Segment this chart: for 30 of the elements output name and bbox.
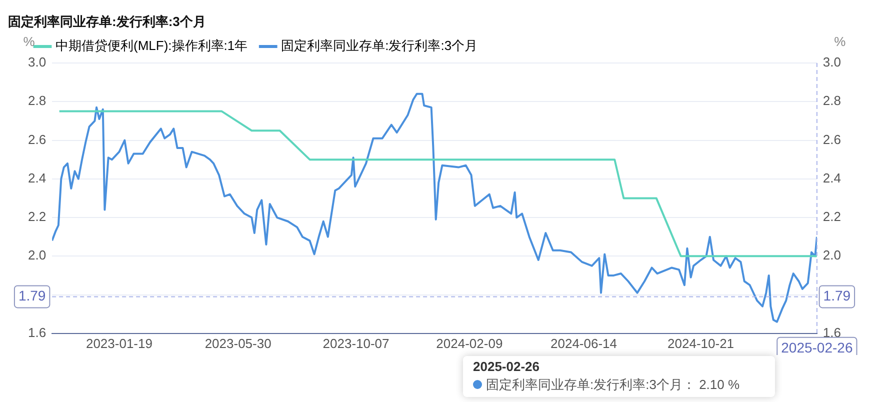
y2-tick-label: 2.0	[822, 248, 842, 263]
y2-tick-label: 2.4	[822, 170, 842, 186]
ref-line-label: 1.79	[18, 288, 46, 304]
y-tick-label: 3.0	[28, 54, 46, 70]
y2-tick-label: 3.0	[822, 54, 842, 70]
x-tick-label: 2024-10-21	[668, 336, 734, 351]
text: 固定利率同业存单:发行利率:3个月： 2.10 %	[485, 376, 741, 394]
x-tick-label: 2023-05-30	[204, 336, 272, 351]
y-axis-title: %	[23, 34, 36, 50]
x-tick-label: 2023-01-19	[86, 336, 152, 351]
y-tick-label: 2.0	[28, 248, 46, 263]
text: 1.79	[823, 288, 851, 304]
y2-axis-title: %	[834, 34, 846, 50]
x-tick-label: 2024-06-14	[550, 336, 617, 351]
y2-tick-label: 2.6	[822, 132, 842, 147]
legend-label: 固定利率同业存单:发行利率:3个月	[281, 38, 478, 54]
y2-tick-label: 2.2	[822, 209, 842, 224]
y2-tick-label: 2.8	[822, 93, 842, 108]
chart-title: 固定利率同业存单:发行利率:3个月	[8, 13, 206, 31]
y-tick-label: 2.2	[28, 209, 46, 224]
x-tick-label: 2023-10-07	[322, 336, 390, 351]
ref-line-label: 2025-02-26	[781, 339, 853, 356]
y-tick-label: 1.6	[28, 324, 46, 340]
y-tick-label: 2.8	[28, 93, 46, 108]
y-tick-label: 2.6	[28, 132, 46, 147]
y-tick-label: 2.4	[28, 170, 46, 186]
x-tick-label: 2024-02-09	[436, 336, 503, 351]
text: 2025-02-26	[473, 359, 540, 374]
legend-label: 中期借贷便利(MLF):操作利率:1年	[56, 38, 248, 54]
y2-tick-label: 1.6	[822, 324, 842, 340]
